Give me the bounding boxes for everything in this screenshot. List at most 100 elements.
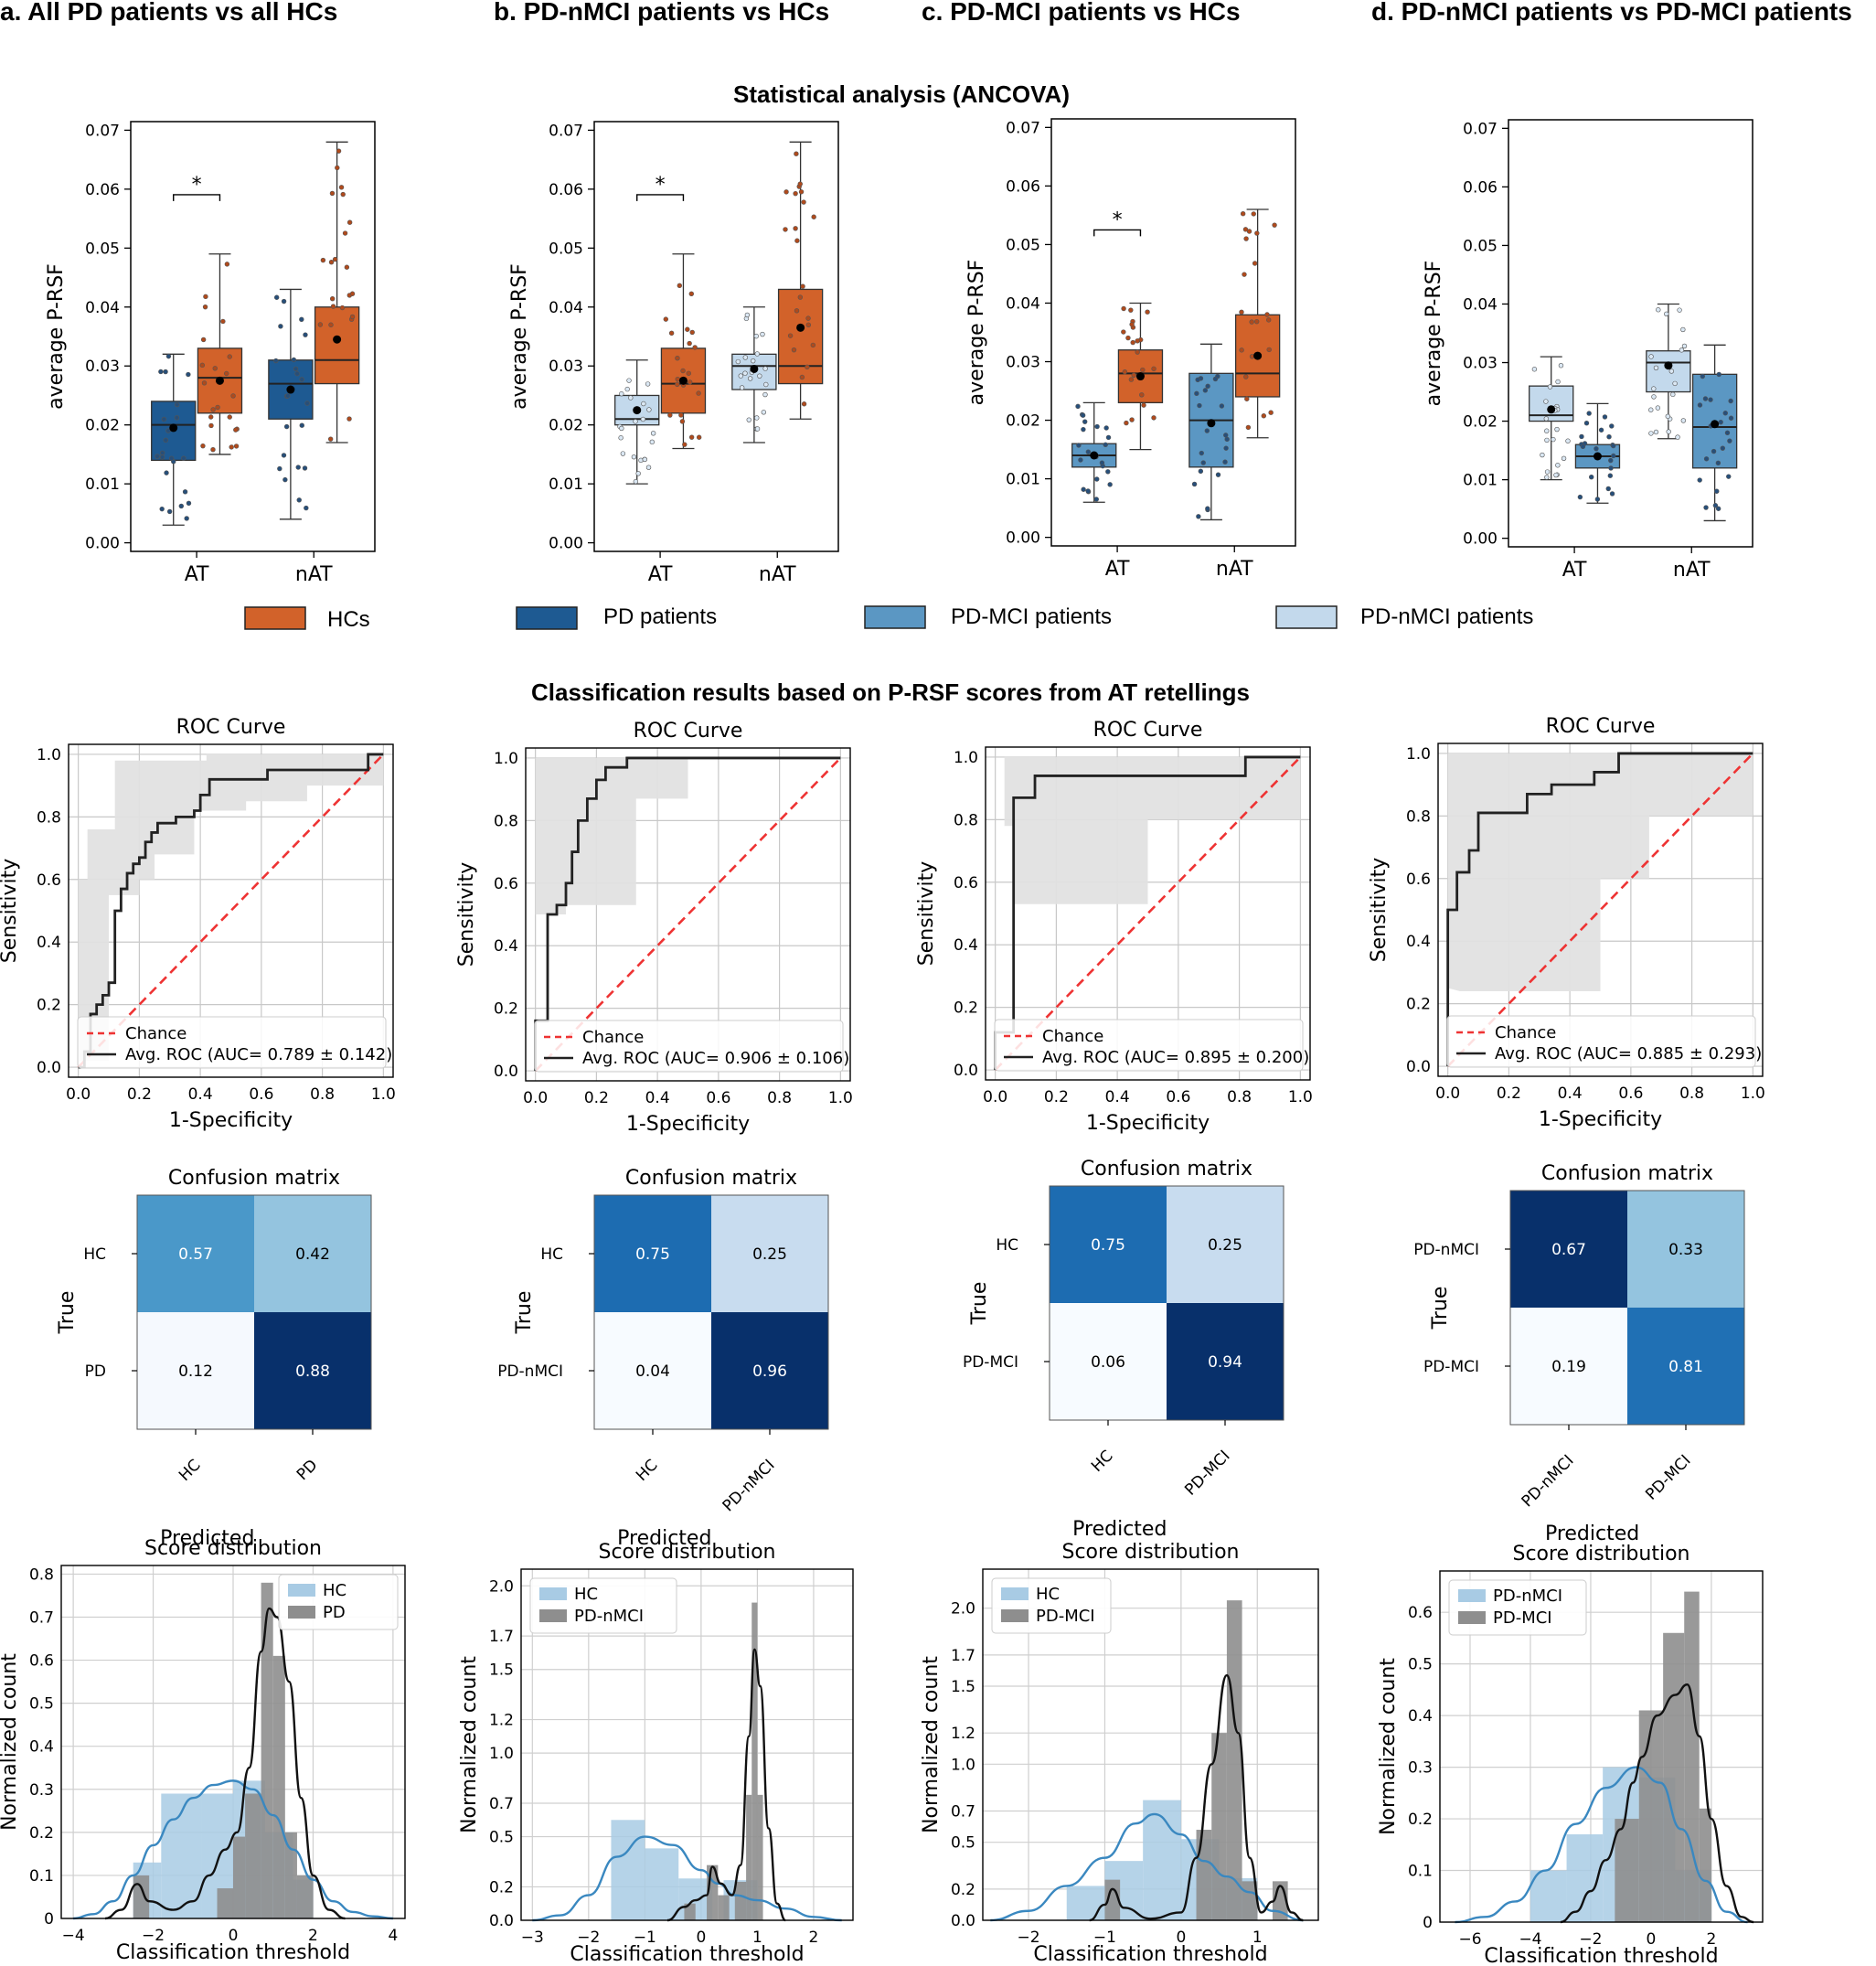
data-point [1664,311,1669,316]
data-point [1608,465,1614,471]
histogram-bar [1104,1879,1121,1920]
data-point [1722,411,1728,416]
box [1646,350,1691,393]
data-point [1577,494,1583,500]
chart-title: ROC Curve [1546,715,1656,738]
data-point [1677,307,1682,313]
y-tick-label: 0.2 [1408,1811,1433,1829]
data-point [208,414,214,420]
y-tick-label: 0.00 [549,535,583,553]
y-tick-label: 1.0 [1406,745,1431,764]
x-tick-label: nAT [295,563,333,586]
data-point [1675,434,1680,440]
data-point [1598,427,1604,433]
data-point [1579,433,1584,440]
boxplot-panel-b: 0.00 0.01 0.02 0.03 0.04 0.05 0.06 0.07 average … [508,121,839,586]
data-point [342,230,348,236]
y-tick-label: 0.02 [1006,412,1040,431]
data-point [1666,429,1671,434]
data-point [332,256,338,262]
data-point [805,322,812,327]
data-point [304,401,310,406]
y-tick-label: PD-nMCI [1413,1241,1479,1259]
x-tick-label: 2 [809,1929,819,1947]
histogram-bar [684,1903,696,1920]
data-point [159,450,165,456]
y-tick-label: 0.2 [954,999,978,1018]
y-tick-label: 1.0 [954,749,978,767]
chart-title: ROC Curve [176,716,286,739]
legend-chance-label: Chance [1495,1023,1556,1042]
data-point [278,324,283,329]
legend-label: PD-MCI [1036,1607,1095,1626]
x-axis-label: Predicted [1072,1518,1167,1541]
histogram-bar [718,1895,730,1920]
data-point [687,340,692,347]
data-point [1121,329,1126,335]
roc-panel-c: ROC Curve 0.0 0.0 0.2 0.2 0.4 0.4 0.6 0.6 0.8 0.8 1… [915,719,1313,1135]
y-tick-label: 0.05 [1006,236,1040,254]
y-tick-label: PD-nMCI [497,1362,563,1381]
data-point [1198,468,1204,475]
kde-curve [1455,1766,1748,1924]
data-point [1268,410,1274,415]
x-tick-label: 0.0 [66,1085,91,1104]
histogram-bar [757,1794,763,1920]
data-point [1105,469,1111,475]
chart-title: ROC Curve [1093,719,1203,742]
data-point [1251,211,1256,217]
y-tick-label: 0.6 [37,871,61,890]
legend-swatch-pd [516,606,578,630]
data-point [330,304,336,309]
roc-curve [534,756,841,1072]
y-tick-label: 0.03 [85,358,120,376]
data-point [1553,472,1559,478]
data-point [1668,369,1675,374]
score-distribution-c: Score distribution −2 −1 0 1 0.0 0.2 0.5 0.7 1.0 1… [920,1541,1319,1966]
data-point [155,454,160,459]
data-point [1244,396,1250,401]
data-point [163,369,168,375]
data-point [320,257,326,263]
y-tick-label: 1.7 [951,1647,975,1665]
data-point [791,347,797,353]
kde-curve [104,1607,346,1920]
data-point [184,516,189,521]
y-tick-label: 0.07 [1463,120,1498,138]
data-point [294,370,300,377]
y-axis-label: Sensitivity [0,859,21,964]
data-point [1094,476,1100,482]
x-tick-label: 1 [752,1929,762,1947]
data-point [1103,425,1109,431]
data-point [285,393,291,399]
y-tick-label: 0.5 [489,1829,514,1847]
legend-swatch-hcs [244,606,306,630]
data-point [1583,421,1590,426]
data-point [1679,347,1685,353]
data-point [1655,405,1661,411]
legend-label-hcs: HCs [327,607,370,632]
data-point [1700,373,1705,379]
data-point [1728,415,1734,421]
mean-marker [1593,452,1602,461]
matrix-frame [593,1194,829,1430]
y-tick-label: HC [540,1245,563,1264]
data-point [182,489,188,495]
mean-marker [333,335,342,344]
data-point [635,471,641,476]
data-point [794,308,800,314]
data-point [738,373,743,379]
data-point [304,505,309,511]
charts: 0.000.010.020.030.040.050.060.07average … [0,118,1765,1966]
y-tick-label: 0.5 [1408,1656,1433,1674]
x-tick-label: −6 [1458,1930,1481,1949]
data-point [618,435,624,441]
y-tick-label: 0.4 [494,937,518,956]
data-point [158,369,164,375]
chart-title: Confusion matrix [168,1167,340,1190]
data-point [1715,506,1721,511]
legend-swatch [539,1587,567,1600]
y-tick-label: PD-MCI [963,1353,1018,1372]
legend-chance-label: Chance [582,1028,644,1047]
data-point [199,362,206,369]
